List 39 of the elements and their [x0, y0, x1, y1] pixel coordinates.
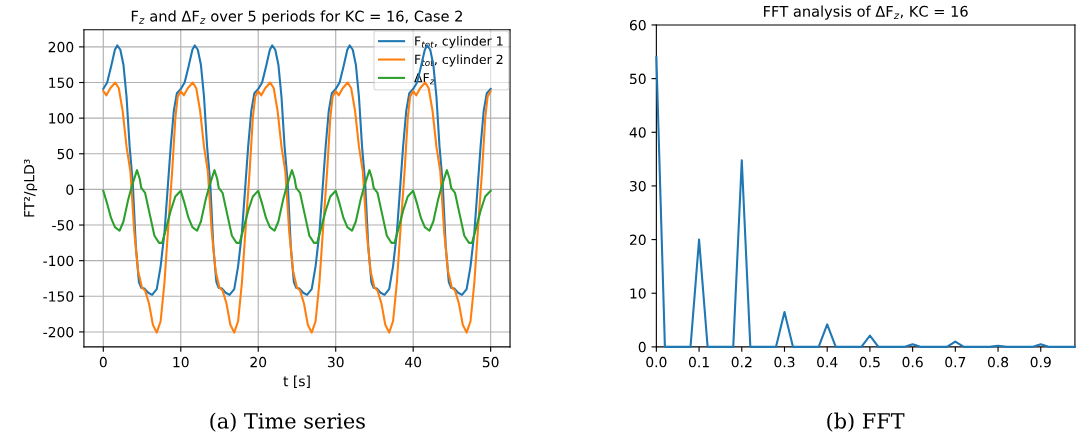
y-tick-label: 50: [57, 148, 74, 160]
x-tick-label: 0.2: [731, 356, 752, 368]
y-tick-label: -100: [43, 255, 74, 267]
y-tick-label: 100: [49, 113, 74, 124]
x-tick-label: 0.8: [987, 356, 1009, 368]
x-tick-label: 0.1: [688, 356, 709, 368]
y-tick-label: -200: [43, 326, 74, 338]
x-tick-label: 0.9: [1030, 356, 1051, 368]
x-tick-label: 30: [327, 356, 344, 368]
x-tick-label: 0: [99, 356, 107, 368]
x-tick-label: 0.4: [817, 356, 838, 368]
x-tick-label: 40: [405, 356, 422, 368]
chart-title: F$_{z}$ and ΔF$_{z}$ over 5 periods for KC = 16, Case 2: [131, 10, 462, 25]
y-tick-label: 50: [630, 73, 646, 85]
x-tick-label: 10: [173, 356, 189, 368]
y-tick-label: 200: [48, 41, 74, 53]
chart-title: FFT analysis of ΔF$_{z}$, KC = 16: [764, 5, 968, 20]
y-tick-label: -50: [52, 220, 74, 231]
y-tick-label: 150: [49, 77, 74, 88]
y-tick-label: 10: [630, 288, 646, 299]
y-tick-label: 60: [629, 19, 646, 31]
y-tick-label: -150: [43, 291, 74, 302]
x-tick-label: 0.7: [945, 356, 966, 368]
y-tick-label: 0: [638, 341, 646, 353]
x-tick-label: 0.6: [902, 356, 923, 368]
y-tick-label: 0: [66, 184, 74, 195]
x-tick-label: 0.5: [859, 356, 880, 368]
x-axis-title: t [s]: [283, 375, 310, 388]
x-tick-label: 0.0: [646, 356, 667, 368]
y-axis-title: FT²/ρLD³: [23, 159, 38, 217]
text: (a) Time series: [210, 412, 365, 432]
x-tick-label: 50: [482, 356, 499, 368]
x-tick-label: 20: [250, 356, 267, 368]
line-series: [102, 169, 492, 244]
x-tick-label: 0.3: [774, 356, 795, 368]
y-tick-label: 30: [630, 180, 646, 192]
y-tick-label: 20: [629, 234, 646, 246]
text: (b) FFT: [827, 412, 905, 432]
y-tick-label: 40: [629, 127, 646, 138]
